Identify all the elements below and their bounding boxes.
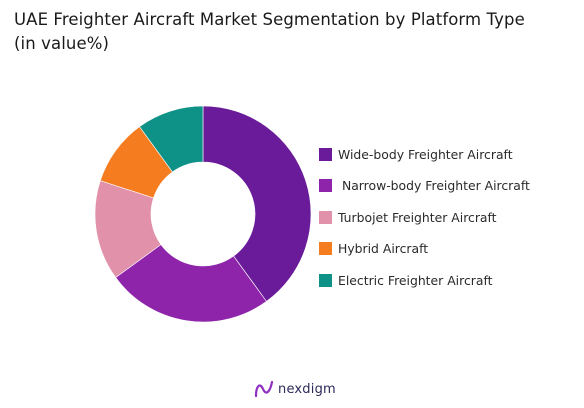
legend-swatch — [319, 147, 332, 161]
legend-swatch — [319, 210, 332, 224]
donut-slice-2 — [115, 244, 267, 323]
legend-label: Wide-body Freighter Aircraft — [338, 146, 513, 162]
nexdigm-logo-icon — [254, 380, 274, 398]
legend-label: Turbojet Freighter Aircraft — [338, 209, 497, 225]
legend-label: Narrow-body Freighter Aircraft — [338, 178, 530, 193]
legend-item-4: Hybrid Aircraft — [319, 241, 530, 257]
chart-legend: Wide-body Freighter Aircraft Narrow-body… — [319, 146, 530, 304]
donut-slice-1 — [202, 105, 312, 302]
legend-item-3: Turbojet Freighter Aircraft — [319, 209, 530, 225]
legend-swatch — [319, 273, 332, 287]
chart-title: UAE Freighter Aircraft Market Segmentati… — [14, 8, 574, 56]
legend-item-2: Narrow-body Freighter Aircraft — [319, 178, 530, 194]
legend-item-5: Electric Freighter Aircraft — [319, 272, 530, 288]
legend-swatch — [319, 179, 332, 192]
brand-logo: nexdigm — [254, 380, 336, 398]
chart-title-line-2: (in value%) — [14, 34, 110, 53]
legend-label: Electric Freighter Aircraft — [338, 272, 493, 288]
legend-label: Hybrid Aircraft — [338, 241, 429, 256]
legend-swatch — [319, 242, 332, 255]
chart-title-line-1: UAE Freighter Aircraft Market Segmentati… — [14, 10, 525, 29]
brand-name: nexdigm — [278, 381, 336, 397]
legend-item-1: Wide-body Freighter Aircraft — [319, 146, 530, 162]
donut-slice-5 — [139, 105, 204, 173]
